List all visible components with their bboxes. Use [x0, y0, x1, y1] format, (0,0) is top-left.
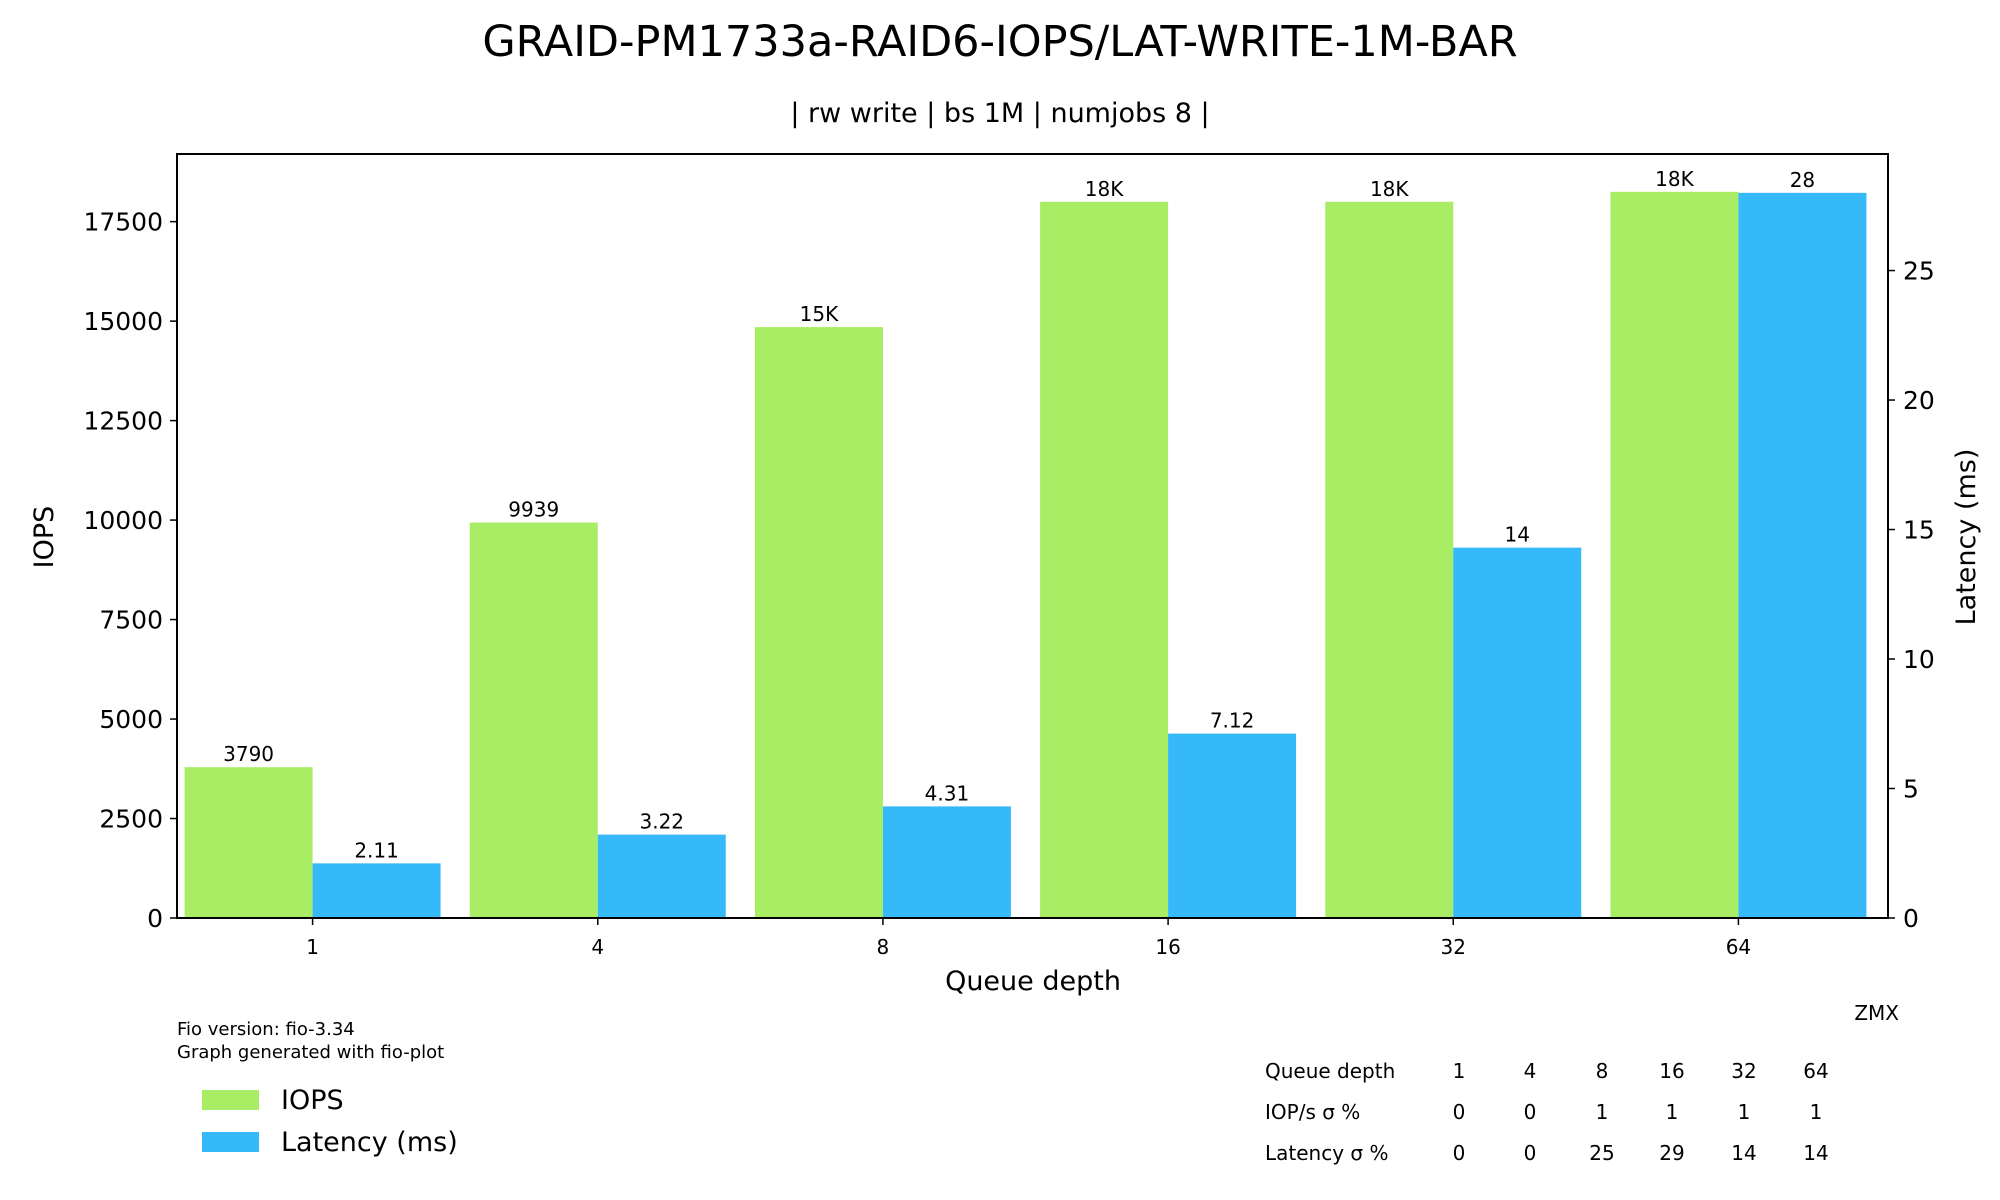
bar-labels-group: 3790 2.11 9939 3.22 15K 4.31 18K 7.12 18K 14 18K 28 [223, 167, 1815, 863]
stats-cell: 14 [1731, 1141, 1756, 1165]
y-axis-label: IOPS [29, 506, 60, 569]
stats-cell: 32 [1731, 1059, 1756, 1083]
x-tick-label-16: 16 [1155, 935, 1180, 959]
data-label-iops-qd-32: 18K [1370, 177, 1409, 201]
y-tick-label-5000: 5000 [99, 705, 163, 734]
data-label-iops-qd-16: 18K [1085, 177, 1124, 201]
stats-cell: 1 [1596, 1100, 1609, 1124]
bar-iops-qd-4 [469, 522, 598, 918]
bar-latency-qd-32 [1453, 547, 1582, 918]
data-label-iops-qd-4: 9939 [508, 498, 559, 522]
bar-latency-qd-1 [312, 863, 441, 918]
y-tick-label-7500: 7500 [99, 606, 163, 635]
bar-latency-qd-16 [1168, 733, 1297, 918]
bars-group [184, 191, 1867, 919]
stats-cell: 8 [1596, 1059, 1609, 1083]
data-label-latency-qd-8: 4.31 [925, 781, 970, 805]
bar-iops-qd-8 [754, 327, 883, 918]
legend-label-latency: Latency (ms) [281, 1127, 458, 1158]
stats-cell: 14 [1803, 1141, 1828, 1165]
stats-row-label-2: Latency σ % [1265, 1141, 1388, 1165]
data-label-latency-qd-64: 28 [1790, 168, 1815, 192]
bar-latency-qd-4 [597, 834, 726, 918]
stats-cell: 64 [1803, 1059, 1828, 1083]
legend-label-iops: IOPS [281, 1085, 344, 1116]
chart-title: GRAID-PM1733a-RAID6-IOPS/LAT-WRITE-1M-BA… [482, 17, 1517, 67]
stats-cell: 0 [1524, 1100, 1537, 1124]
data-label-latency-qd-16: 7.12 [1210, 709, 1255, 733]
y2-tick-label-10: 10 [1903, 645, 1935, 674]
legend: IOPS Latency (ms) [202, 1085, 458, 1158]
y2-tick-label-20: 20 [1903, 386, 1935, 415]
generator-note: Graph generated with fio-plot [177, 1042, 444, 1063]
stats-cell: 0 [1453, 1141, 1466, 1165]
data-label-latency-qd-1: 2.11 [354, 838, 399, 862]
x-tick-label-32: 32 [1441, 935, 1466, 959]
y-tick-label-17500: 17500 [83, 208, 163, 237]
fio-version-note: Fio version: fio-3.34 [177, 1019, 355, 1040]
bar-latency-qd-8 [882, 806, 1011, 918]
bar-iops-qd-64 [1610, 191, 1739, 919]
bar-iops-qd-16 [1040, 201, 1169, 918]
stats-cell: 1 [1453, 1059, 1466, 1083]
plot-frame [176, 153, 1889, 919]
stats-cell: 1 [1666, 1100, 1679, 1124]
stats-cell: 25 [1589, 1141, 1614, 1165]
legend-swatch-iops [202, 1090, 259, 1110]
y2-axis-label: Latency (ms) [1951, 449, 1982, 626]
y2-tick-label-15: 15 [1903, 516, 1935, 545]
y-tick-label-12500: 12500 [83, 407, 163, 436]
y-tick-label-0: 0 [147, 904, 163, 933]
stats-row-label-0: Queue depth [1265, 1059, 1395, 1083]
chart-subtitle: | rw write | bs 1M | numjobs 8 | [790, 98, 1209, 129]
y-tick-label-10000: 10000 [83, 506, 163, 535]
y2-tick-label-25: 25 [1903, 257, 1935, 286]
x-axis-label: Queue depth [945, 966, 1121, 997]
stats-cell: 1 [1810, 1100, 1823, 1124]
legend-swatch-latency [202, 1132, 259, 1152]
stats-cell: 16 [1659, 1059, 1684, 1083]
stats-cell: 1 [1738, 1100, 1751, 1124]
y-tick-label-15000: 15000 [83, 307, 163, 336]
y2-tick-label-5: 5 [1903, 775, 1919, 804]
bar-iops-qd-1 [184, 767, 313, 918]
x-tick-label-4: 4 [591, 935, 604, 959]
bar-latency-qd-64 [1738, 192, 1867, 918]
y-tick-label-2500: 2500 [99, 805, 163, 834]
x-tick-label-1: 1 [306, 935, 319, 959]
stats-cell: 0 [1453, 1100, 1466, 1124]
data-label-iops-qd-64: 18K [1655, 167, 1694, 191]
data-label-latency-qd-4: 3.22 [639, 810, 684, 834]
y2-tick-label-0: 0 [1903, 904, 1919, 933]
x-tick-label-64: 64 [1726, 935, 1751, 959]
stats-cell: 0 [1524, 1141, 1537, 1165]
stats-row-label-1: IOP/s σ % [1265, 1100, 1360, 1124]
data-label-iops-qd-8: 15K [800, 302, 839, 326]
data-label-latency-qd-32: 14 [1505, 523, 1530, 547]
data-label-iops-qd-1: 3790 [223, 742, 274, 766]
stats-cell: 29 [1659, 1141, 1684, 1165]
bar-iops-qd-32 [1325, 201, 1454, 918]
x-tick-label-8: 8 [877, 935, 890, 959]
axes-group: 1 4 8 16 32 640250050007500100001250015000175… [83, 153, 1935, 959]
author-note: ZMX [1854, 1001, 1899, 1025]
stats-cell: 4 [1524, 1059, 1537, 1083]
